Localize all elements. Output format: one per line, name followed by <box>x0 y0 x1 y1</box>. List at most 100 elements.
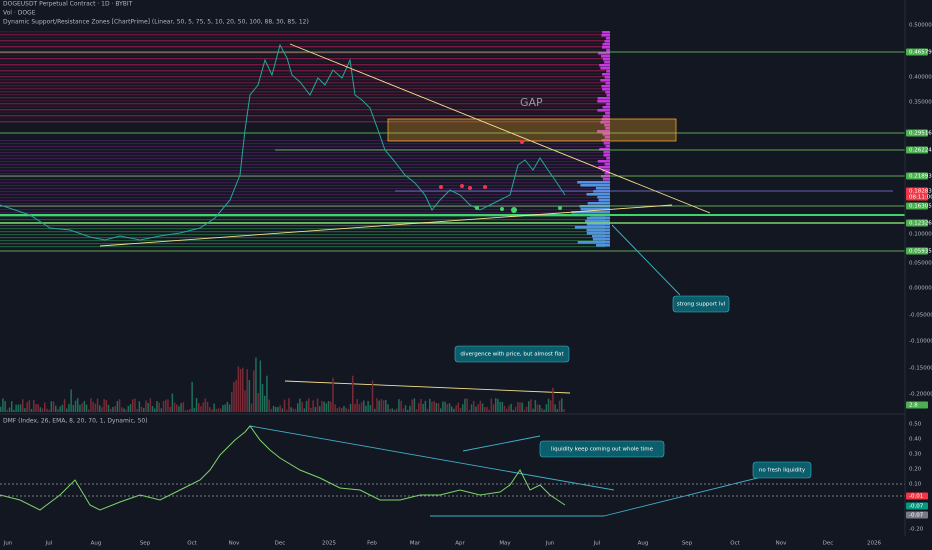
zone-stripe <box>0 216 605 218</box>
volume-bar <box>173 402 176 412</box>
volume-bar <box>369 405 372 412</box>
volume-bar <box>217 408 220 412</box>
volume-bar <box>534 400 537 412</box>
profile-bar <box>600 79 610 82</box>
volume-bar <box>103 399 105 412</box>
profile-bar <box>606 157 610 160</box>
volume-bar <box>57 409 59 412</box>
volume-bar <box>101 407 103 412</box>
volume-bar <box>530 399 532 412</box>
volume-bar <box>536 404 539 412</box>
volume-bar <box>26 402 28 412</box>
axis-badge <box>906 48 928 56</box>
axis-label: -0.01 <box>909 494 923 500</box>
volume-bar <box>59 406 61 412</box>
profile-bar <box>602 88 610 91</box>
volume-bar <box>81 403 83 412</box>
volume-bar <box>215 408 218 412</box>
volume-bar <box>55 405 57 412</box>
volume-bar <box>154 408 156 412</box>
volume-bar <box>112 406 114 412</box>
profile-bar <box>587 202 610 205</box>
volume-bar <box>224 404 226 412</box>
time-label: Dec <box>823 541 834 547</box>
axis-label: 0.46579 <box>909 50 932 56</box>
profile-bar <box>604 163 610 166</box>
volume-bar <box>35 404 37 412</box>
profile-bar <box>604 136 610 139</box>
zone-stripe <box>0 197 605 199</box>
volume-bar <box>418 403 420 412</box>
volume-bar <box>345 407 347 412</box>
volume-bar <box>510 403 512 412</box>
volume-bar <box>195 398 198 412</box>
profile-bar <box>585 220 610 223</box>
zone-stripe <box>0 115 605 117</box>
zone-stripe <box>0 82 605 84</box>
axis-label: -0.10000 <box>909 339 932 345</box>
zone-stripe <box>0 97 605 99</box>
volume-bar <box>367 400 369 412</box>
profile-bar <box>586 229 610 232</box>
volume-bar <box>169 407 171 412</box>
volume-title: Vol · DOGE <box>3 10 36 17</box>
volume-bar <box>156 401 158 412</box>
profile-bar <box>603 154 610 157</box>
volume-bar <box>270 408 273 412</box>
volume-bar <box>398 399 400 412</box>
zone-stripe <box>0 152 605 154</box>
axis-label: 0.18283 <box>909 189 932 195</box>
zone-stripe <box>0 67 605 69</box>
volume-bar <box>363 400 365 412</box>
volume-bar <box>470 404 473 412</box>
profile-bar <box>602 178 610 181</box>
zone-stripe <box>0 79 605 81</box>
volume-bar <box>486 406 488 412</box>
volume-bar <box>561 398 563 412</box>
volume-bar <box>79 404 81 412</box>
volume-bar <box>541 408 543 412</box>
profile-bar <box>605 82 610 85</box>
time-label: Aug <box>638 541 649 547</box>
volume-bar <box>149 398 152 412</box>
axis-label: 0.00000 <box>909 286 932 292</box>
volume-bar <box>244 390 246 412</box>
profile-bar <box>577 181 610 184</box>
callouts: strong support lvl divergence with price… <box>454 295 812 479</box>
volume-bar <box>136 408 138 412</box>
profile-bar <box>602 169 610 172</box>
volume-bar <box>420 398 422 412</box>
volume-bar <box>424 400 427 412</box>
zone-stripe <box>0 103 605 105</box>
volume-bar <box>250 403 253 412</box>
profile-bar <box>597 196 610 199</box>
volume-bar <box>246 369 248 412</box>
volume-bar <box>8 407 11 412</box>
volume-bar <box>19 404 22 412</box>
volume-bar <box>200 406 202 412</box>
zone-stripe <box>0 49 605 51</box>
volume-bar <box>475 406 477 412</box>
volume-bar <box>319 406 321 412</box>
profile-bar <box>597 130 610 133</box>
support-note: strong support lvl <box>677 302 726 308</box>
axis-badge <box>906 202 928 210</box>
zone-stripe <box>0 109 605 111</box>
profile-bar <box>592 238 610 241</box>
volume-bar <box>453 408 455 412</box>
profile-bar <box>605 145 610 148</box>
volume-bar <box>259 360 262 412</box>
volume-bar <box>371 380 374 412</box>
price <box>0 43 566 241</box>
volume-bar <box>182 402 185 412</box>
volume-bar <box>283 399 286 412</box>
liquidity-note: liquidity keep coming out whole time <box>551 447 654 453</box>
volume-bar <box>477 404 479 412</box>
profile-bar <box>605 103 610 106</box>
zone-stripe <box>0 155 605 157</box>
axis-label: 0.05935 <box>909 249 932 255</box>
axis-badge <box>906 172 928 180</box>
axis-label: 0.10000 <box>909 232 932 238</box>
volume-bar <box>336 408 339 412</box>
